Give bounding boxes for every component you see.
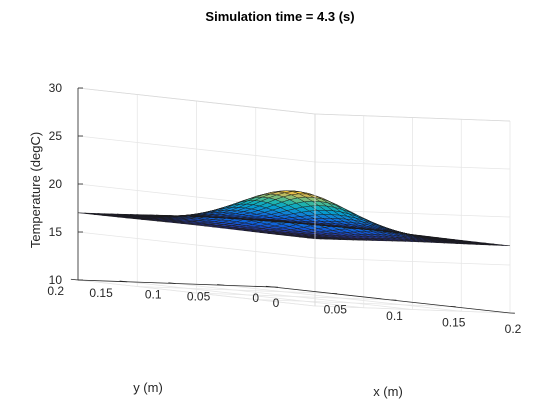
y-tick-label: 0.2 <box>47 284 64 298</box>
z-tick-label: 20 <box>49 177 63 191</box>
axis-labels: x (m) y (m) Temperature (degC) <box>28 132 403 399</box>
axes-box-edge <box>314 113 511 122</box>
y-tick-mark <box>217 284 225 286</box>
y-tick-mark <box>70 278 79 281</box>
gridline-floor <box>175 283 413 310</box>
surface-patch <box>266 219 281 221</box>
y-tick-mark <box>265 285 274 288</box>
x-axis-label: x (m) <box>373 384 403 399</box>
surface-mesh <box>77 190 511 247</box>
y-tick-label: 0.15 <box>89 286 113 300</box>
y-axis-label: y (m) <box>133 380 163 395</box>
y-tick-label: 0.1 <box>145 288 162 302</box>
gridline-floor <box>126 281 364 309</box>
z-tick-label: 30 <box>49 81 63 95</box>
y-tick-mark <box>168 282 176 284</box>
y-tick-label: 0.05 <box>187 289 211 303</box>
z-axis-label: Temperature (degC) <box>28 132 43 248</box>
x-tick-label: 0.15 <box>442 316 466 330</box>
z-tick-label: 10 <box>49 273 63 287</box>
x-tick-label: 0.2 <box>505 322 522 336</box>
z-tick-label: 15 <box>49 225 63 239</box>
x-tick-label: 0 <box>273 296 280 310</box>
gridline-floor <box>77 279 316 307</box>
y-tick-label: 0 <box>252 291 259 305</box>
z-tick-label: 25 <box>49 129 63 143</box>
axes-box-edge <box>77 87 316 115</box>
chart-title: Simulation time = 4.3 (s) <box>205 9 355 24</box>
gridline-floor <box>224 284 462 312</box>
x-tick-label: 0.05 <box>324 303 348 317</box>
x-tick-label: 0.1 <box>386 309 403 323</box>
y-tick-mark <box>119 280 127 283</box>
